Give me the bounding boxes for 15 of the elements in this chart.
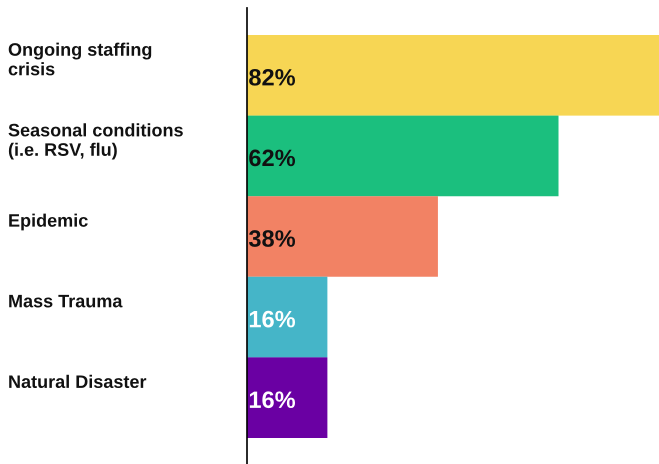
bar	[247, 116, 559, 196]
y-tick-label: Mass Trauma	[9, 294, 123, 308]
y-tick-label: Natural Disaster	[9, 374, 146, 388]
bar	[247, 276, 328, 358]
y-tick-label: Epidemic	[9, 214, 88, 230]
data-label: 62%	[249, 150, 296, 166]
bar	[247, 196, 438, 277]
data-label: 16%	[250, 310, 296, 328]
y-tick-label: Seasonal conditions (i.e. RSV, flu)	[8, 123, 183, 160]
y-tick-label: Ongoing staffing crisis	[8, 42, 152, 76]
data-label: 38%	[248, 230, 296, 247]
bar	[247, 357, 328, 438]
bar	[247, 35, 659, 116]
data-label: 16%	[250, 391, 296, 408]
data-label: 82%	[249, 68, 296, 86]
